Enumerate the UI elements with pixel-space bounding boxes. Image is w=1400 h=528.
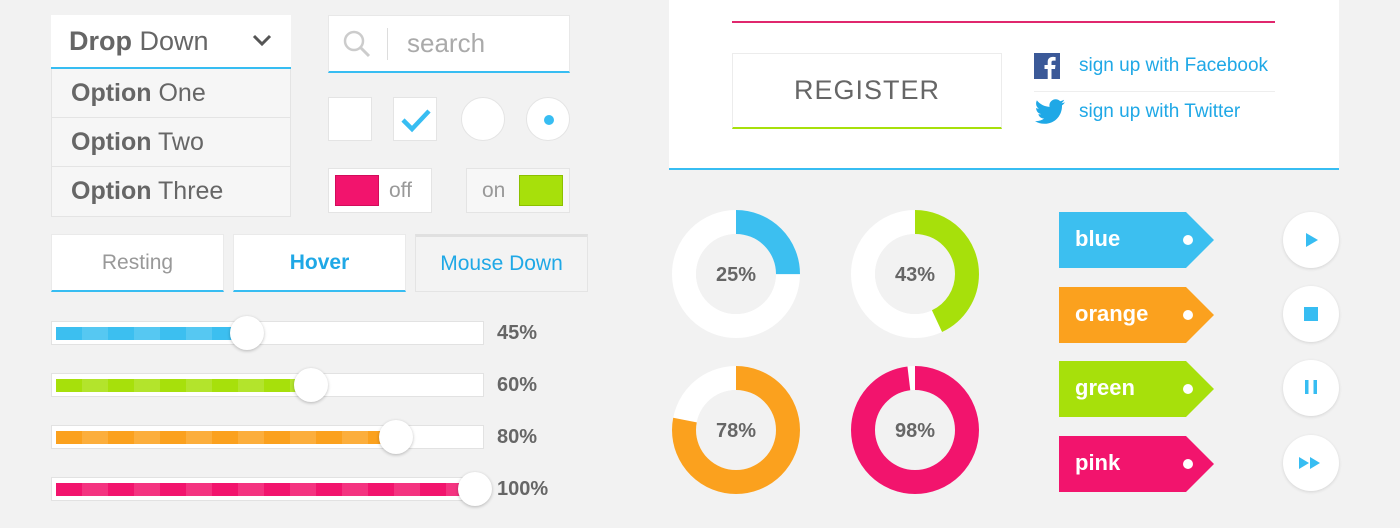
radio-unselected[interactable] — [461, 97, 505, 141]
search-input[interactable] — [407, 28, 547, 59]
dropdown-option-three[interactable]: Option Three — [52, 167, 290, 216]
tag-label: orange — [1075, 301, 1149, 326]
dropdown-header[interactable]: Drop Down — [51, 15, 291, 69]
mouse-down-button[interactable]: Mouse Down — [415, 234, 588, 292]
resting-button[interactable]: Resting — [51, 234, 224, 292]
slider-handle[interactable] — [379, 420, 413, 454]
slider-handle[interactable] — [294, 368, 328, 402]
checkbox-unchecked[interactable] — [328, 97, 372, 141]
stop-button[interactable] — [1283, 286, 1339, 342]
twitter-link-text: sign up with Twitter — [1079, 101, 1241, 122]
search-separator — [387, 27, 388, 60]
tag-label: blue — [1075, 226, 1121, 251]
slider-track[interactable] — [51, 472, 492, 506]
chevron-down-icon — [252, 34, 272, 47]
tag-shape — [1059, 436, 1214, 492]
donut-arc — [672, 210, 800, 338]
slider-value: 60% — [497, 374, 538, 396]
pause-button[interactable] — [1283, 360, 1339, 416]
password-field[interactable] — [732, 0, 1275, 23]
slider-track[interactable] — [51, 316, 484, 350]
option-rest: Two — [151, 127, 204, 156]
hover-button[interactable]: Hover — [233, 234, 406, 292]
radio-dot — [544, 115, 554, 125]
toggle-off[interactable]: off — [328, 168, 432, 213]
toggle-knob — [519, 175, 563, 206]
tag-blue[interactable]: blue — [1059, 212, 1215, 268]
tag-shape — [1059, 212, 1214, 268]
donut-arc — [851, 366, 979, 494]
donut-label: 98% — [895, 420, 935, 442]
toggle-on-label: on — [482, 179, 506, 202]
donut-chart: 25% — [672, 210, 800, 338]
slider-handle[interactable] — [458, 472, 492, 506]
option-rest: One — [151, 78, 206, 107]
donut-hole — [696, 234, 776, 314]
donut-chart: 43% — [851, 210, 979, 338]
stop-icon — [1304, 307, 1318, 321]
donut-hole — [875, 390, 955, 470]
tag-orange[interactable]: orange — [1059, 287, 1215, 343]
tag-label: green — [1075, 375, 1135, 400]
tag-shape — [1059, 287, 1214, 343]
dropdown-option-two[interactable]: Option Two — [52, 118, 290, 167]
dropdown[interactable]: Drop Down Option One Option Two Option T… — [51, 15, 291, 217]
slider-fill — [56, 431, 396, 444]
dropdown-option-one[interactable]: Option One — [52, 69, 290, 118]
donut-label: 78% — [716, 420, 756, 442]
fast-forward-button[interactable] — [1283, 435, 1339, 491]
radio-selected[interactable] — [526, 97, 570, 141]
play-button[interactable] — [1283, 212, 1339, 268]
donut-chart: 78% — [672, 366, 800, 494]
dropdown-title-bold: Drop — [69, 25, 132, 56]
option-bold: Option — [71, 127, 152, 156]
option-rest: Three — [151, 177, 224, 205]
option-bold: Option — [71, 177, 152, 205]
tag-shape — [1059, 361, 1214, 417]
donut-hole — [875, 234, 955, 314]
dropdown-title-rest: Down — [132, 25, 209, 56]
facebook-link-text: sign up with Facebook — [1079, 55, 1269, 76]
dropdown-options: Option One Option Two Option Three — [51, 69, 291, 217]
slider-fill — [56, 483, 481, 496]
slider-handle[interactable] — [230, 316, 265, 350]
check-icon — [401, 109, 431, 133]
donut-arc — [851, 210, 979, 338]
donut-chart: 98% — [851, 366, 979, 494]
search-icon — [343, 30, 371, 57]
donut-label: 43% — [895, 264, 935, 286]
slider-value: 80% — [497, 426, 538, 448]
slider-track[interactable] — [51, 420, 484, 454]
donut-label: 25% — [716, 264, 756, 286]
donut-arc — [672, 366, 800, 494]
tag-label: pink — [1075, 450, 1121, 475]
twitter-signup-link[interactable]: sign up with Twitter — [1034, 99, 1240, 125]
tag-green[interactable]: green — [1059, 361, 1215, 417]
search-box — [328, 15, 570, 73]
social-divider — [1034, 91, 1275, 92]
slider-value: 45% — [497, 322, 538, 344]
toggle-knob — [335, 175, 379, 206]
slider-track[interactable] — [51, 368, 484, 402]
register-card: REGISTER sign up with Facebook sign up w… — [669, 0, 1339, 170]
toggle-off-label: off — [389, 179, 412, 202]
tag-pink[interactable]: pink — [1059, 436, 1215, 492]
option-bold: Option — [71, 78, 152, 107]
facebook-icon — [1034, 53, 1060, 79]
slider-value: 100% — [497, 478, 549, 500]
donut-hole — [696, 390, 776, 470]
twitter-icon — [1034, 99, 1065, 124]
fast-forward-icon — [1299, 457, 1320, 469]
checkbox-checked[interactable] — [393, 97, 437, 141]
slider-fill — [56, 379, 311, 392]
register-button[interactable]: REGISTER — [732, 53, 1002, 129]
toggle-on[interactable]: on — [466, 168, 570, 213]
pause-icon — [1305, 380, 1317, 394]
facebook-signup-link[interactable]: sign up with Facebook — [1034, 53, 1268, 79]
play-icon — [1306, 233, 1318, 247]
slider-fill — [56, 327, 248, 340]
